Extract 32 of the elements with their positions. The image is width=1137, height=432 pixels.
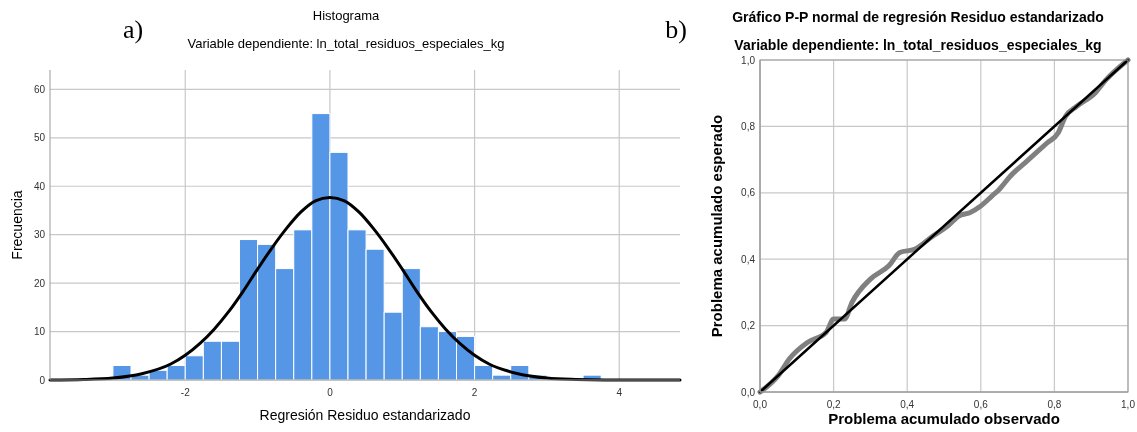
y-tick-label: 0,8 bbox=[741, 120, 756, 132]
x-tick-label: 0 bbox=[327, 387, 334, 398]
x-tick-label: 0,6 bbox=[973, 399, 989, 410]
y-tick-label: 0,2 bbox=[741, 320, 756, 332]
chart-subtitle: Variable dependiente: ln_total_residuos_especiales_kg bbox=[187, 36, 505, 51]
y-tick-label: 20 bbox=[33, 277, 46, 289]
y-tick-label: 1,0 bbox=[741, 54, 756, 66]
text: a) bbox=[122, 15, 144, 44]
x-tick-label: 4 bbox=[616, 387, 623, 398]
text: b) bbox=[665, 15, 687, 44]
y-tick-label: 50 bbox=[33, 132, 46, 144]
x-tick-label: 2 bbox=[471, 387, 478, 398]
chart-title: Gráfico P-P normal de regresión Residuo estandarizado bbox=[732, 9, 1104, 25]
y-tick-label: 0 bbox=[39, 374, 46, 386]
x-tick-label: 0,0 bbox=[753, 399, 768, 410]
x-tick-label: -2 bbox=[180, 387, 191, 398]
x-axis-title: Problema acumulado observado bbox=[828, 410, 1060, 427]
x-tick-label: 0,8 bbox=[1047, 399, 1062, 410]
y-tick-label: 30 bbox=[33, 229, 46, 241]
chart-title: Histograma bbox=[312, 8, 380, 23]
chart-subtitle: Variable dependiente: ln_total_residuos_especiales_kg bbox=[734, 37, 1102, 53]
y-tick-label: 40 bbox=[33, 180, 46, 192]
y-axis-title: Problema acumulado esperado bbox=[708, 114, 725, 338]
x-tick-label: 1,0 bbox=[1121, 399, 1136, 410]
x-axis-title: Regresión Residuo estandarizado bbox=[259, 407, 471, 423]
y-axis-title: Frecuencia bbox=[9, 190, 25, 260]
y-tick-label: 0,4 bbox=[741, 253, 756, 265]
x-tick-label: 0,4 bbox=[900, 399, 915, 410]
x-tick-label: 0,2 bbox=[826, 399, 841, 410]
y-tick-label: 0,6 bbox=[741, 187, 756, 199]
y-tick-label: 60 bbox=[33, 83, 46, 95]
y-tick-label: 10 bbox=[33, 326, 46, 338]
